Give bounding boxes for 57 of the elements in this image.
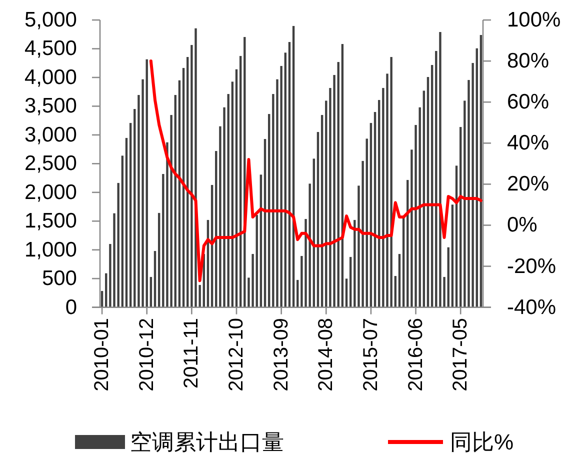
bar [154,250,156,308]
bar [418,107,421,308]
bar [480,34,482,308]
bar [117,182,120,308]
bar [451,204,454,308]
x-tick-label: 2012-10 [225,318,248,392]
bar [280,66,282,308]
y-tick-label: 5,000 [24,8,77,32]
x-tick-label: 2011-11 [180,318,203,388]
y2-tick-label: -20% [507,254,556,278]
y2-tick-label: 0% [507,214,538,237]
y-tick-label: 4,000 [24,66,77,89]
bar [129,122,132,308]
x-tick-label: 2013-09 [270,318,292,392]
y-tick-label: 500 [42,267,77,290]
x-tick-label: 2017-05 [450,318,472,392]
bar [252,254,254,308]
y2-tick-label: 100% [507,8,561,32]
bar [472,62,474,308]
bar [256,214,258,308]
bar [170,114,172,308]
bar [308,184,311,308]
y2-tick-label: 60% [507,90,550,114]
bar [121,156,124,308]
bar [435,50,438,308]
bar [134,109,136,308]
bar [333,74,336,308]
legend-label: 同比% [450,430,514,454]
y-tick-label: 3,500 [24,94,77,118]
bar [146,59,148,308]
y-tick-label: 2,000 [24,180,77,204]
y-tick-label: 2,500 [24,152,77,176]
bar [439,32,442,308]
x-tick-label: 2010-12 [136,318,158,392]
x-tick-label: 2014-08 [315,318,338,392]
legend-label: 空调累计出口量 [130,430,284,454]
bar [227,94,230,308]
bar [125,138,128,308]
y-tick-label: 1,500 [24,210,77,233]
y-tick-label: 4,500 [24,37,77,60]
bar [284,52,286,308]
x-tick-label: 2016-06 [404,318,427,392]
bar [142,79,144,308]
x-tick-label: 2015-07 [360,318,382,392]
y2-tick-label: 20% [507,172,550,196]
line-series [149,60,482,282]
y2-tick-label: -40% [507,296,556,319]
bar [158,212,160,308]
bar [362,160,364,308]
y-tick-label: 1,000 [24,238,77,262]
y2-tick-label: 80% [507,50,550,73]
y-tick-label: 3,000 [24,123,77,146]
bar [398,254,401,308]
y-tick-label: 0 [65,296,77,319]
x-tick-label: 2010-01 [91,318,114,392]
y2-tick-label: 40% [507,132,550,155]
bar [390,57,392,308]
